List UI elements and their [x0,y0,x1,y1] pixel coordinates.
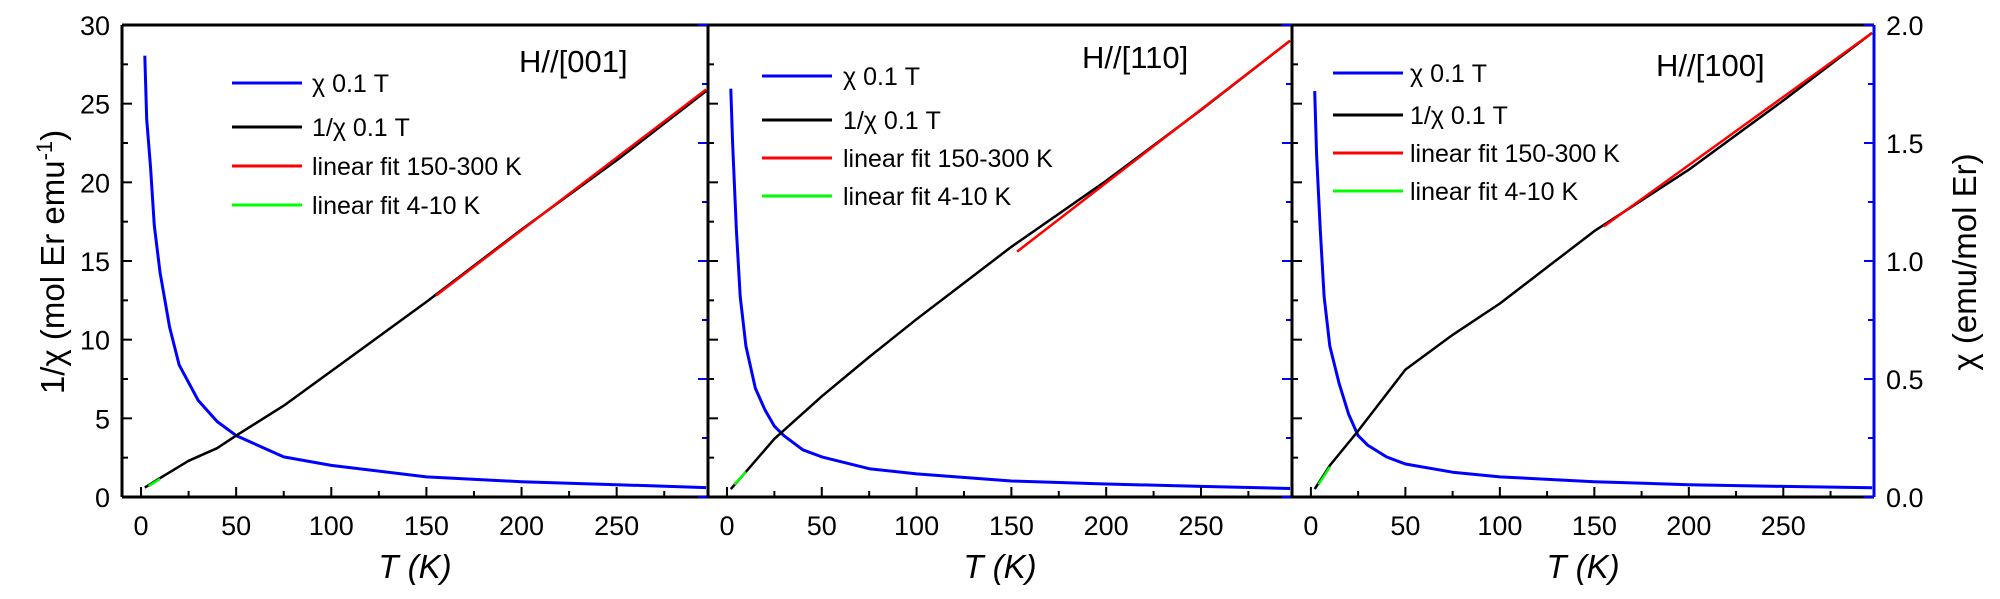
series-line-fit-150-300 [435,88,707,297]
x-tick-label: 50 [1390,511,1420,541]
x-tick-label: 0 [1303,511,1318,541]
right-tick-label: 1.5 [1886,129,1924,159]
legend-label: linear fit 4-10 K [843,183,1011,211]
legend-label: linear fit 150-300 K [843,145,1053,173]
left-tick-label: 15 [80,247,110,277]
panel-title: H//[100] [1656,48,1765,83]
legend-label: 1/χ 0.1 T [843,107,941,135]
panel-title: H//[110] [1082,40,1188,75]
series-line-fit-150-300 [1016,39,1291,253]
legend: χ 0.1 T 1/χ 0.1 T linear fit 150-300 K line… [232,70,522,220]
legend-label: χ 0.1 T [1410,60,1487,88]
legend-label: χ 0.1 T [843,63,920,91]
series-line-fit-4-10 [733,470,747,486]
legend-label: χ 0.1 T [312,70,389,98]
legend: χ 0.1 T 1/χ 0.1 T linear fit 150-300 K line… [762,63,1053,211]
left-tick-label: 25 [80,90,110,120]
left-tick-label: 10 [80,326,110,356]
panel-2: 0 50 100 150 200 250 H//[110] χ 0.1 T 1/χ 0.1 T l… [706,23,1294,585]
right-tick-label: 0.0 [1886,483,1924,513]
series-line-chi [729,88,1291,490]
legend-label: linear fit 4-10 K [1410,178,1578,206]
right-tick-label: 0.5 [1886,365,1924,395]
x-tick-label: 150 [989,511,1034,541]
left-y-label-superscript: -1 [32,141,57,161]
series-line-fit-4-10 [147,477,161,488]
legend: χ 0.1 T 1/χ 0.1 T linear fit 150-300 K line… [1333,60,1620,206]
right-y-axis-label: χ (emu/mol Er) [1946,153,1983,370]
right-tick-label: 2.0 [1886,11,1924,41]
x-tick-label: 200 [499,511,544,541]
x-tick-label: 150 [1572,511,1617,541]
x-tick-label: 100 [309,511,354,541]
right-tick-label: 1.0 [1886,247,1924,277]
legend-label: 1/χ 0.1 T [1410,102,1508,130]
left-y-label-suffix: ) [34,130,71,141]
x-tick-label: 200 [1084,511,1129,541]
legend-label: linear fit 4-10 K [312,192,480,220]
x-tick-label: 50 [221,511,251,541]
series-line-chi [143,55,707,490]
x-tick-label: 250 [1761,511,1806,541]
series-line-inv-chi [144,90,707,489]
x-tick-label: 150 [404,511,449,541]
x-axis-label: T (K) [378,548,451,585]
left-y-axis-label: 1/χ (mol Er emu-1) [32,130,71,394]
series-line-inv-chi [729,39,1291,490]
panel-title: H//[001] [519,44,628,79]
x-axis-label: T (K) [963,548,1036,585]
x-tick-label: 250 [594,511,639,541]
x-tick-label: 100 [1477,511,1522,541]
series-line-fit-150-300 [1603,31,1873,228]
legend-label: linear fit 150-300 K [1410,140,1620,168]
x-tick-label: 250 [1178,511,1223,541]
x-tick-label: 100 [894,511,939,541]
series-line-fit-4-10 [1317,466,1331,486]
left-tick-label: 5 [95,404,110,434]
x-axis-label: T (K) [1546,548,1619,585]
series-line-inv-chi [1313,31,1873,490]
x-tick-label: 0 [134,511,149,541]
legend-label: linear fit 150-300 K [312,153,522,181]
left-tick-label: 0 [95,483,110,513]
x-tick-label: 50 [807,511,837,541]
legend-label: 1/χ 0.1 T [312,114,410,142]
panel-3: 0 50 100 150 200 250 0.0 0.5 1.0 1.5 2.0 H//[100] χ … [1290,11,1924,585]
left-y-label-text: 1/χ (mol Er emu [34,160,71,394]
left-tick-label: 20 [80,168,110,198]
left-tick-label: 30 [80,11,110,41]
x-tick-label: 0 [719,511,734,541]
x-tick-label: 200 [1666,511,1711,541]
series-line-chi [1313,91,1873,490]
